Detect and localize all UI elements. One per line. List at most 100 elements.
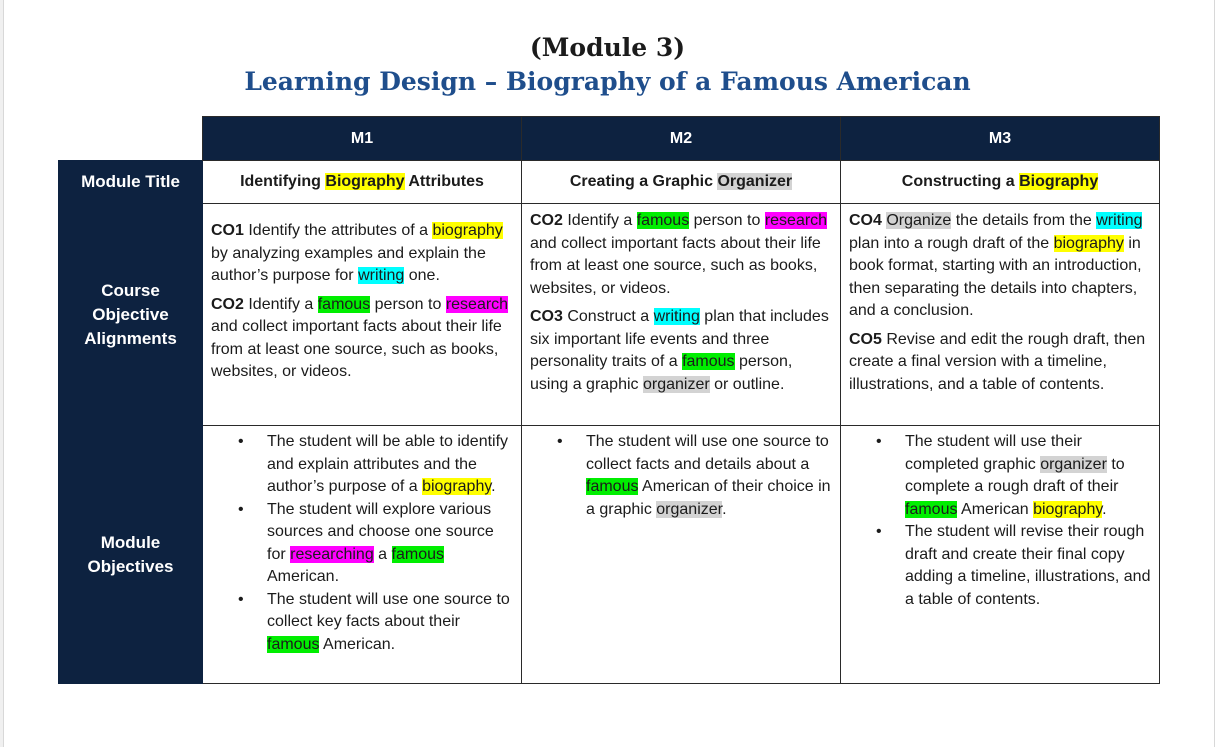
highlight-green: famous — [391, 545, 444, 563]
text: American of their choice in a graphic — [586, 478, 831, 518]
highlight-gray: organizer — [656, 500, 723, 518]
text: The student will revise their rough draf… — [905, 523, 1151, 608]
highlight-magenta: research — [764, 212, 828, 229]
list-item: The student will use one source to colle… — [211, 589, 513, 657]
highlight-gray: Organizer — [717, 173, 793, 190]
text: to complete a rough draft of their — [905, 455, 1125, 496]
module-title-m2: Creating a Graphic Organizer — [521, 160, 841, 204]
text: Identify the attributes of a — [243, 222, 433, 239]
header-row: M1 M2 M3 — [58, 116, 1160, 161]
column-header-m1: M1 — [202, 116, 522, 161]
course-objectives-m2: CO2 Identify a famous person to research… — [521, 203, 841, 426]
label-line: Module — [100, 532, 161, 552]
text: person, using a graphic — [530, 353, 793, 393]
module-objectives-label: Module Objectives — [58, 425, 203, 684]
module-title-row: Module Title Identifying Biography Attri… — [58, 160, 1160, 204]
course-objective-row: Course Objective Alignments CO1 Identify… — [58, 203, 1160, 426]
co4-paragraph: CO4 Organize the details from the writin… — [849, 210, 1151, 323]
course-objectives-m1: CO1 Identify the attributes of a biograp… — [202, 203, 522, 426]
list-item: The student will use their completed gra… — [849, 431, 1151, 521]
highlight-green: famous — [682, 353, 735, 370]
text: Revise and edit the rough draft, then cr… — [849, 330, 1146, 393]
co2-paragraph: CO2 Identify a famous person to research… — [530, 210, 832, 300]
text: Identify a — [243, 295, 318, 313]
label-line: Objective — [92, 304, 169, 324]
text: person to — [370, 295, 446, 313]
highlight-green: famous — [905, 500, 958, 518]
text: a — [373, 545, 392, 563]
text: plan into a rough draft of the — [849, 234, 1054, 252]
highlight-magenta: research — [445, 295, 509, 313]
course-objective-label: Course Objective Alignments — [58, 203, 203, 426]
highlight-gray: Organize — [886, 212, 952, 229]
highlight-cyan: writing — [358, 267, 405, 284]
text: Constructing a — [901, 173, 1020, 190]
text: American. — [267, 568, 340, 585]
column-header-m2: M2 — [521, 116, 841, 161]
text: The student will explore various sources… — [267, 500, 494, 563]
co5-code: CO5 — [849, 330, 882, 348]
text: by analyzing examples and explain the au… — [211, 244, 486, 285]
highlight-cyan: writing — [653, 308, 700, 325]
text: Creating a Graphic — [569, 173, 718, 190]
text: . — [1102, 500, 1107, 518]
highlight-cyan: writing — [1096, 212, 1143, 229]
co3-paragraph: CO3 Construct a writing plan that includ… — [530, 306, 832, 396]
text: person to — [689, 212, 765, 229]
objective-list: The student will be able to identify and… — [211, 431, 513, 656]
highlight-green: famous — [267, 635, 320, 653]
highlight-green: famous — [317, 295, 371, 313]
text: plan that includes six important life ev… — [530, 308, 829, 370]
text: The student will use their completed gra… — [905, 433, 1082, 473]
text: The student will use one source to colle… — [267, 590, 510, 631]
highlight-gray: organizer — [642, 375, 710, 393]
highlight-gray: organizer — [1040, 455, 1107, 473]
text: Attributes — [404, 173, 484, 190]
text: American — [957, 500, 1034, 518]
co4-code: CO4 — [849, 212, 882, 229]
co1-code: CO1 — [211, 222, 244, 239]
learning-design-table: M1 M2 M3 Module Title Identifying Biogra… — [58, 116, 1160, 684]
co3-code: CO3 — [530, 308, 563, 325]
text: one. — [404, 267, 440, 284]
text: and collect important facts about their … — [211, 318, 502, 380]
label-line: Objectives — [87, 556, 174, 576]
highlight-green: famous — [586, 478, 639, 495]
highlight-yellow: biography — [1033, 500, 1103, 518]
corner-cell — [58, 116, 203, 161]
text: The student will use one source to colle… — [586, 433, 829, 473]
list-item: The student will be able to identify and… — [211, 431, 513, 499]
co5-paragraph: CO5 Revise and edit the rough draft, the… — [849, 329, 1151, 397]
text: . — [722, 500, 727, 518]
co2-code: CO2 — [530, 212, 563, 229]
highlight-green: famous — [636, 212, 690, 229]
highlight-yellow: biography — [422, 478, 492, 495]
highlight-yellow: biography — [1053, 234, 1124, 252]
list-item: The student will explore various sources… — [211, 499, 513, 589]
text: American. — [319, 635, 396, 653]
module-title-m1: Identifying Biography Attributes — [202, 160, 522, 204]
text: Identifying — [240, 173, 326, 190]
label-line: Course — [101, 280, 160, 300]
module-title-m3: Constructing a Biography — [840, 160, 1160, 204]
text: . — [491, 478, 496, 495]
column-header-m3: M3 — [840, 116, 1160, 161]
highlight-yellow: Biography — [325, 173, 405, 190]
module-objectives-m3: The student will use their completed gra… — [840, 425, 1160, 684]
co1-paragraph: CO1 Identify the attributes of a biograp… — [211, 220, 513, 288]
label-line: Alignments — [84, 328, 177, 348]
highlight-yellow: Biography — [1019, 173, 1099, 190]
text: Construct a — [562, 308, 654, 325]
co2-paragraph: CO2 Identify a famous person to research… — [211, 294, 513, 384]
highlight-yellow: biography — [432, 222, 503, 239]
highlight-magenta: researching — [290, 545, 374, 563]
module-number-title: (Module 3) — [529, 33, 686, 62]
module-objectives-m1: The student will be able to identify and… — [202, 425, 522, 684]
module-objectives-m2: The student will use one source to colle… — [521, 425, 841, 684]
text: the details from the — [951, 212, 1097, 229]
text: or outline. — [709, 375, 785, 393]
text: Identify a — [562, 212, 637, 229]
objective-list: The student will use one source to colle… — [530, 431, 832, 521]
text: and collect important facts about their … — [530, 234, 821, 297]
list-item: The student will revise their rough draf… — [849, 521, 1151, 611]
